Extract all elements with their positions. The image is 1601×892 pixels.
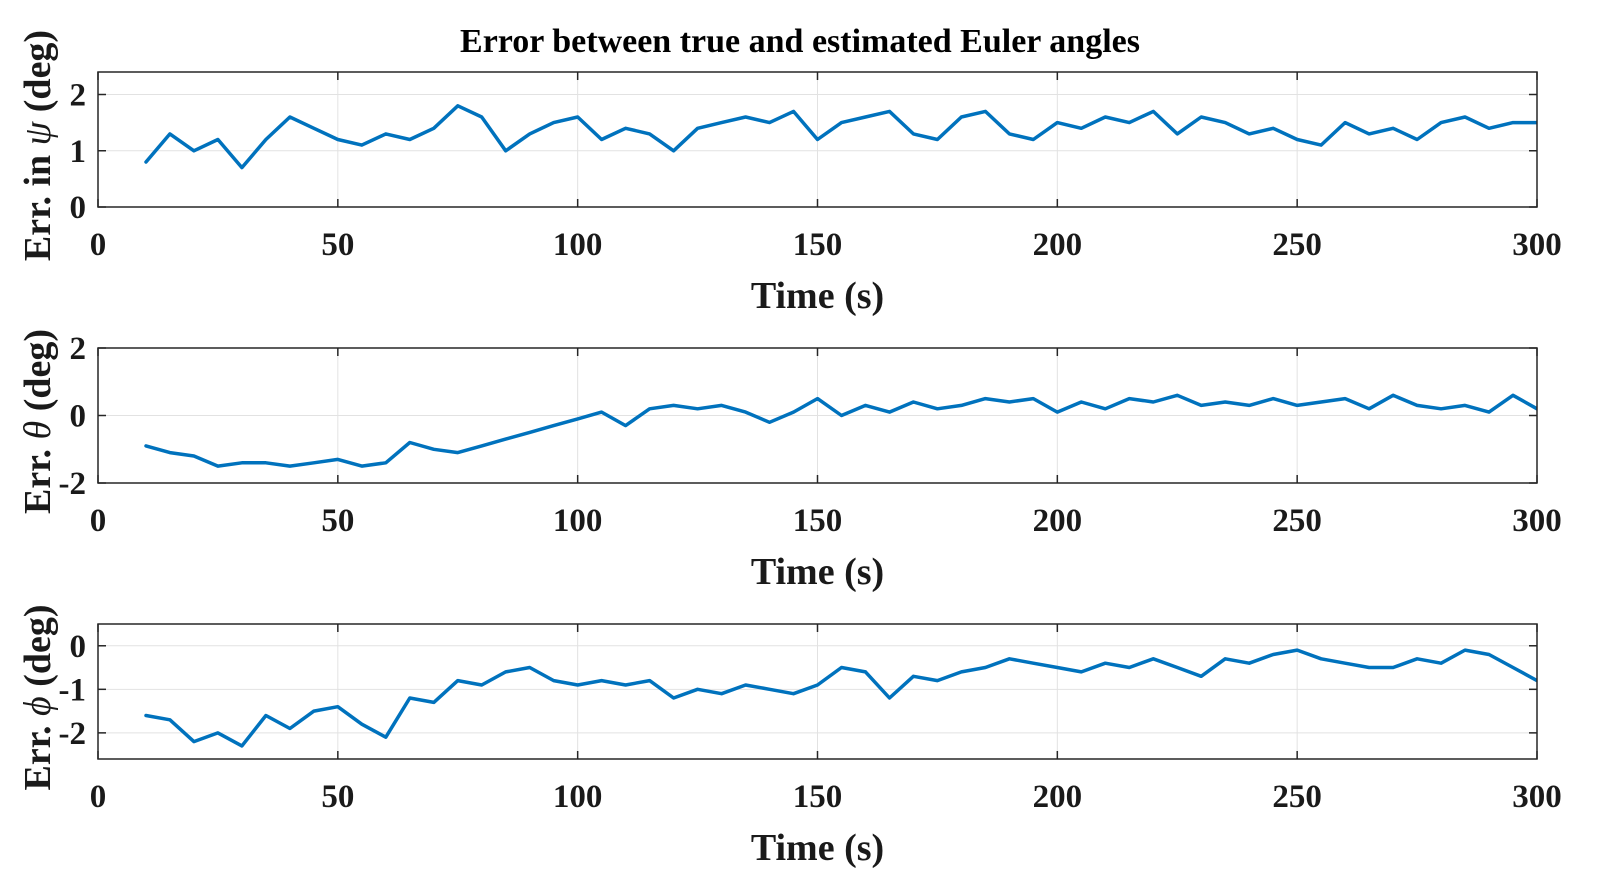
y-tick-label: 0 bbox=[70, 399, 87, 435]
x-tick-label: 250 bbox=[1272, 503, 1322, 539]
y-tick-label: 0 bbox=[70, 629, 87, 665]
y-tick-label: -2 bbox=[59, 716, 87, 752]
x-tick-label: 0 bbox=[90, 503, 107, 539]
x-tick-label: 150 bbox=[793, 779, 843, 815]
y-tick-label: -1 bbox=[59, 672, 87, 708]
y-tick-label: -2 bbox=[59, 466, 87, 502]
figure-title: Error between true and estimated Euler a… bbox=[460, 23, 1140, 60]
x-axis-label: Time (s) bbox=[751, 551, 884, 593]
x-tick-label: 300 bbox=[1512, 779, 1562, 815]
x-tick-label: 200 bbox=[1033, 779, 1083, 815]
x-tick-label: 200 bbox=[1033, 503, 1083, 539]
x-tick-label: 0 bbox=[90, 227, 107, 263]
subplot-phi: 0 50 100 150 200 250 300 -2 -1 0 Time (s) Err. ϕ (d… bbox=[17, 604, 1562, 869]
y-axis-label: Err. in ψ (deg) bbox=[17, 30, 59, 261]
series-line-psi-0 bbox=[144, 104, 1537, 170]
x-tick-label: 200 bbox=[1033, 227, 1083, 263]
y-tick-label: 2 bbox=[70, 331, 87, 367]
x-tick-label: 100 bbox=[553, 779, 603, 815]
x-tick-label: 250 bbox=[1272, 779, 1322, 815]
x-axis-label: Time (s) bbox=[751, 275, 884, 317]
series-line-phi-0 bbox=[144, 648, 1537, 748]
x-tick-label: 50 bbox=[321, 503, 354, 539]
x-tick-label: 100 bbox=[553, 227, 603, 263]
x-tick-label: 0 bbox=[90, 779, 107, 815]
x-tick-label: 250 bbox=[1272, 227, 1322, 263]
y-tick-label: 2 bbox=[70, 78, 87, 114]
x-tick-label: 300 bbox=[1512, 503, 1562, 539]
x-tick-label: 150 bbox=[793, 503, 843, 539]
x-tick-label: 50 bbox=[321, 779, 354, 815]
x-tick-label: 100 bbox=[553, 503, 603, 539]
x-tick-label: 50 bbox=[321, 227, 354, 263]
y-tick-label: 0 bbox=[70, 190, 87, 226]
subplot-psi: 0 50 100 150 200 250 300 0 1 2 Time (s) Err. in ψ (… bbox=[17, 30, 1562, 317]
y-axis-label: Err. ϕ (deg) bbox=[17, 604, 59, 790]
x-tick-label: 150 bbox=[793, 227, 843, 263]
series-line-theta-0 bbox=[144, 393, 1537, 468]
y-axis-label: Err. θ (deg) bbox=[17, 329, 59, 514]
y-tick-label: 1 bbox=[70, 134, 87, 170]
x-tick-label: 300 bbox=[1512, 227, 1562, 263]
x-axis-label: Time (s) bbox=[751, 827, 884, 869]
